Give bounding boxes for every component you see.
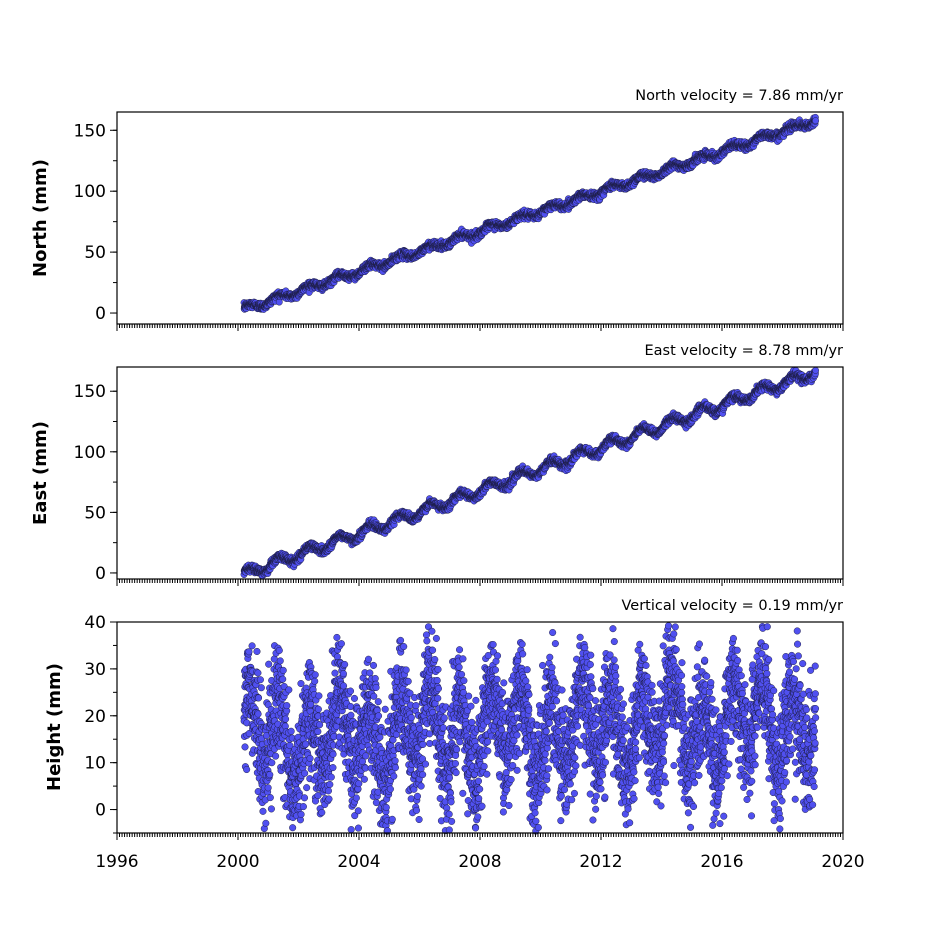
y-tick-label: 100 xyxy=(74,182,106,202)
data-points xyxy=(240,366,820,580)
north-panel-title: North velocity = 7.86 mm/yr xyxy=(635,88,843,104)
data-point xyxy=(812,117,820,125)
north-axis-label: North (mm) xyxy=(30,159,51,277)
y-tick-label: 0 xyxy=(95,304,106,324)
y-tick-label: 150 xyxy=(74,121,106,141)
east-panel: East velocity = 8.78 mm/yr East (mm) 050… xyxy=(30,343,844,586)
y-tick-label: 50 xyxy=(84,243,106,263)
east-axis-label: East (mm) xyxy=(30,421,51,525)
data-points xyxy=(240,113,820,313)
east-panel-title: East velocity = 8.78 mm/yr xyxy=(644,343,843,359)
north-panel: North velocity = 7.86 mm/yr North (mm) 0… xyxy=(30,88,844,331)
